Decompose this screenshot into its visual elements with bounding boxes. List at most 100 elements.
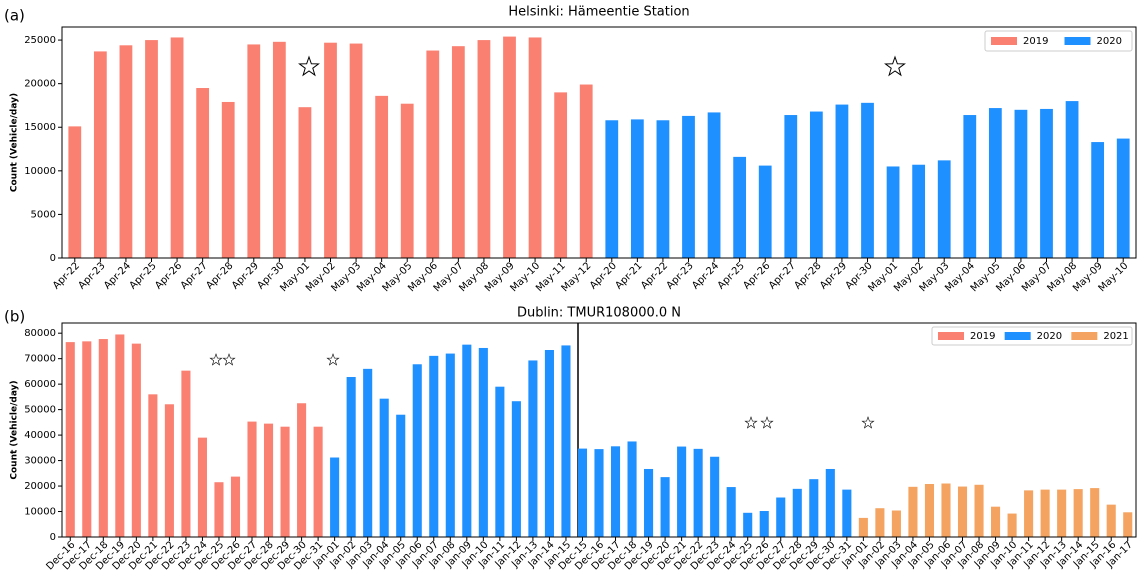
bar xyxy=(1073,489,1083,537)
bar xyxy=(682,115,695,258)
bar xyxy=(313,426,323,537)
bar xyxy=(594,449,604,537)
bar xyxy=(792,488,802,537)
bar xyxy=(630,119,644,259)
bar xyxy=(759,511,769,537)
bar xyxy=(330,457,340,537)
y-tick-label: 15000 xyxy=(24,122,56,133)
star xyxy=(744,416,758,429)
star xyxy=(326,353,340,366)
bar xyxy=(908,486,918,537)
legend-label: 2019 xyxy=(970,331,995,342)
y-tick-label: 0 xyxy=(50,253,56,264)
bar xyxy=(963,115,977,259)
bar xyxy=(1091,142,1105,258)
x-tick-label: Apr-28 xyxy=(792,260,823,291)
bar xyxy=(825,468,835,537)
bar xyxy=(579,84,593,258)
bar xyxy=(297,403,307,537)
star xyxy=(884,56,906,76)
x-tick-label: Apr-27 xyxy=(179,260,210,291)
x-tick-label: Apr-24 xyxy=(690,260,721,291)
x-tick-label: Apr-23 xyxy=(76,260,107,291)
bar xyxy=(324,42,337,258)
x-tick-label: Apr-23 xyxy=(665,260,696,291)
x-tick-label: Apr-29 xyxy=(818,260,849,291)
bar xyxy=(842,489,852,537)
y-tick-label: 20000 xyxy=(24,79,56,90)
bar xyxy=(733,156,747,258)
bar xyxy=(164,404,174,537)
bar xyxy=(272,41,286,259)
y-axis-label: Count (Vehicle/day) xyxy=(10,380,20,479)
bar xyxy=(758,165,772,258)
bar xyxy=(1007,513,1017,537)
bar xyxy=(445,353,455,537)
bar xyxy=(710,456,720,537)
y-tick-label: 10000 xyxy=(24,507,56,518)
legend-swatch xyxy=(1004,332,1031,340)
bar xyxy=(65,342,75,537)
bar xyxy=(528,360,538,537)
x-tick-label: Apr-27 xyxy=(767,260,798,291)
bar xyxy=(605,120,619,258)
bar xyxy=(426,50,440,258)
bar xyxy=(511,401,521,537)
bar xyxy=(429,355,439,537)
star xyxy=(861,416,875,429)
bar xyxy=(707,112,721,258)
bar xyxy=(835,104,849,258)
legend-swatch xyxy=(991,37,1017,45)
bar xyxy=(396,414,406,537)
bar xyxy=(1057,489,1067,537)
chart-title: Dublin: TMUR108000.0 N xyxy=(517,306,681,321)
y-tick-label: 5000 xyxy=(31,209,56,220)
bar xyxy=(477,40,491,258)
x-tick-label: Apr-28 xyxy=(204,260,235,291)
star xyxy=(222,353,236,366)
plot-frame xyxy=(61,322,1137,538)
y-tick-label: 0 xyxy=(50,532,56,543)
x-tick-label: Apr-26 xyxy=(741,260,772,291)
star xyxy=(298,56,320,76)
bar xyxy=(298,107,312,258)
bar xyxy=(941,483,951,537)
bar xyxy=(554,92,568,259)
bar xyxy=(528,37,542,259)
bar xyxy=(726,487,736,537)
y-tick-label: 70000 xyxy=(24,354,56,365)
bar xyxy=(148,394,158,537)
bar xyxy=(68,126,82,258)
bar xyxy=(221,101,235,258)
bar xyxy=(82,341,92,537)
bar xyxy=(627,441,637,537)
panel-label: (a) xyxy=(4,7,25,25)
y-tick-label: 10000 xyxy=(24,166,56,177)
bar xyxy=(375,95,389,258)
bar xyxy=(693,448,703,537)
chart-title: Helsinki: Hämeentie Station xyxy=(508,5,689,20)
bar xyxy=(98,339,108,537)
bar xyxy=(1014,109,1028,259)
bar xyxy=(809,479,819,537)
bar xyxy=(886,166,900,258)
legend-swatch xyxy=(938,332,964,340)
x-tick-label: Apr-29 xyxy=(230,260,261,291)
bar xyxy=(891,510,901,537)
bar xyxy=(131,343,141,537)
legend-swatch xyxy=(1071,332,1098,340)
bar xyxy=(379,398,389,537)
bar xyxy=(346,377,356,537)
bar xyxy=(988,108,1002,258)
bar xyxy=(991,506,1001,537)
legend-label: 2021 xyxy=(1103,331,1128,342)
x-tick-label: Apr-24 xyxy=(102,260,133,291)
bar xyxy=(924,484,935,537)
bar xyxy=(363,368,373,537)
bar xyxy=(1065,101,1079,259)
plot-frame xyxy=(61,26,1137,259)
x-tick-label: Apr-26 xyxy=(153,260,184,291)
bar xyxy=(145,40,158,258)
bar xyxy=(957,486,968,537)
